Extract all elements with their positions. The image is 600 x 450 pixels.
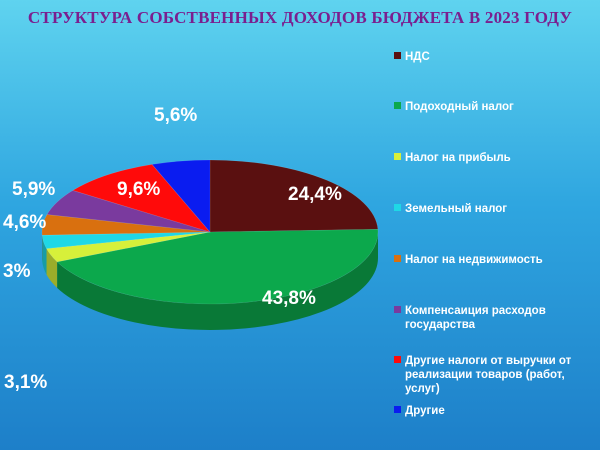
- legend-label-4-0: Налог на недвижимость: [405, 254, 543, 266]
- pie-slice-2: [46, 231, 211, 263]
- data-label-5: 5,9%: [12, 179, 55, 200]
- legend-label-6-0: Другие налоги от выручки от: [405, 355, 572, 367]
- legend-swatch-6: [394, 356, 401, 363]
- pie-side-1: [57, 232, 378, 331]
- legend-label-3-0: Земельный налог: [405, 203, 507, 215]
- data-label-0: 24,4%: [288, 184, 342, 205]
- data-labels: 24,4% 43,8% 3,1% 3% 4,6% 5,9% 9,6% 5,6%: [3, 105, 342, 393]
- legend-label-0-0: НДС: [405, 51, 430, 63]
- legend-label-5-1: государства: [405, 319, 476, 331]
- pie-sides: [42, 232, 378, 331]
- pie-slice-4: [41, 214, 211, 236]
- data-label-3: 3%: [3, 261, 31, 282]
- legend-swatch-2: [394, 153, 401, 160]
- data-label-4: 4,6%: [3, 212, 46, 233]
- legend-label-6-1: реализации товаров (работ,: [405, 369, 565, 381]
- pie-slice-0: [209, 159, 379, 233]
- data-label-2: 3,1%: [4, 372, 47, 393]
- chart-title: СТРУКТУРА СОБСТВЕННЫХ ДОХОДОВ БЮДЖЕТА В …: [27, 8, 573, 27]
- legend: НДС Подоходный налог Налог на прибыль Земел…: [394, 51, 572, 417]
- legend-label-2-0: Налог на прибыль: [405, 152, 511, 164]
- pie-side-2: [46, 248, 58, 288]
- pie-slice-6: [72, 164, 211, 233]
- data-label-6: 9,6%: [117, 179, 160, 200]
- data-label-7: 5,6%: [154, 105, 197, 126]
- pie-slice-3: [41, 231, 211, 249]
- legend-swatch-0: [394, 52, 401, 59]
- legend-swatch-5: [394, 306, 401, 313]
- pie-slice-1: [56, 228, 379, 305]
- pie-slice-5: [46, 190, 211, 233]
- legend-swatch-7: [394, 406, 401, 413]
- pie-side-3: [42, 235, 47, 275]
- legend-label-6-2: услуг): [405, 383, 440, 395]
- data-label-1: 43,8%: [262, 288, 316, 309]
- legend-label-5-0: Компенсаиция расходов: [405, 305, 546, 317]
- legend-swatch-3: [394, 204, 401, 211]
- pie-top: [41, 159, 379, 305]
- legend-swatch-1: [394, 102, 401, 109]
- legend-label-1-0: Подоходный налог: [405, 101, 514, 113]
- legend-swatch-4: [394, 255, 401, 262]
- legend-label-7-0: Другие: [405, 405, 445, 417]
- pie-slice-7: [151, 159, 211, 233]
